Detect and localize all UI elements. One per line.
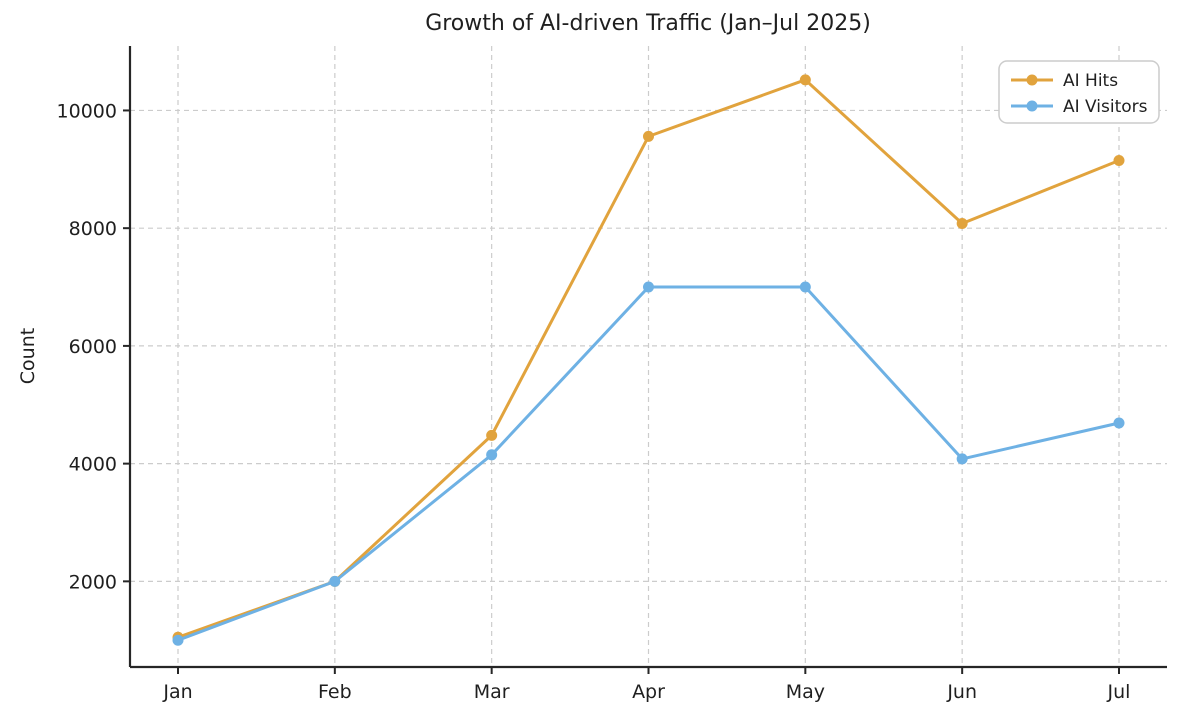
data-point-ai-visitors-mar	[486, 449, 498, 461]
data-series	[172, 74, 1125, 646]
x-tick-label: Feb	[318, 681, 352, 703]
y-tick-label: 2000	[69, 571, 117, 593]
data-point-ai-visitors-jan	[172, 634, 184, 646]
data-point-ai-visitors-feb	[329, 575, 341, 587]
data-point-ai-hits-jul	[1113, 154, 1125, 166]
y-tick-label: 8000	[69, 218, 117, 240]
y-axis-label: Count	[17, 328, 39, 384]
tick-labels: 2000 4000 6000 8000 10000 Jan Feb Mar Apr May Jun J…	[57, 100, 1131, 703]
legend-label-ai-hits: AI Hits	[1063, 71, 1118, 91]
x-tick-label: May	[786, 681, 825, 703]
x-tick-label: Jan	[162, 681, 192, 703]
series-ai-visitors	[172, 281, 1125, 646]
x-tick-label: Jun	[946, 681, 977, 703]
series-ai-hits	[172, 74, 1125, 643]
y-tick-label: 10000	[57, 100, 117, 122]
legend: AI Hits AI Visitors	[998, 60, 1160, 124]
gridlines	[130, 46, 1167, 667]
y-tick-label: 4000	[69, 454, 117, 476]
chart-title: Growth of AI-driven Traffic (Jan–Jul 202…	[425, 11, 871, 36]
data-point-ai-hits-may	[799, 74, 811, 86]
data-point-ai-visitors-jul	[1113, 417, 1125, 429]
data-point-ai-hits-mar	[486, 429, 498, 441]
data-point-ai-hits-apr	[643, 130, 654, 142]
legend-marker-ai-visitors	[1026, 100, 1038, 112]
x-tick-label: Apr	[632, 681, 665, 703]
legend-marker-ai-hits	[1026, 74, 1038, 86]
y-tick-label: 6000	[69, 336, 117, 358]
data-point-ai-visitors-jun	[956, 453, 968, 465]
legend-label-ai-visitors: AI Visitors	[1063, 97, 1148, 117]
data-point-ai-visitors-may	[799, 281, 811, 293]
data-point-ai-visitors-apr	[643, 281, 654, 293]
x-tick-label: Mar	[474, 681, 510, 703]
data-point-ai-hits-jun	[956, 217, 968, 229]
axes	[123, 46, 1167, 674]
x-tick-label: Jul	[1107, 681, 1131, 703]
